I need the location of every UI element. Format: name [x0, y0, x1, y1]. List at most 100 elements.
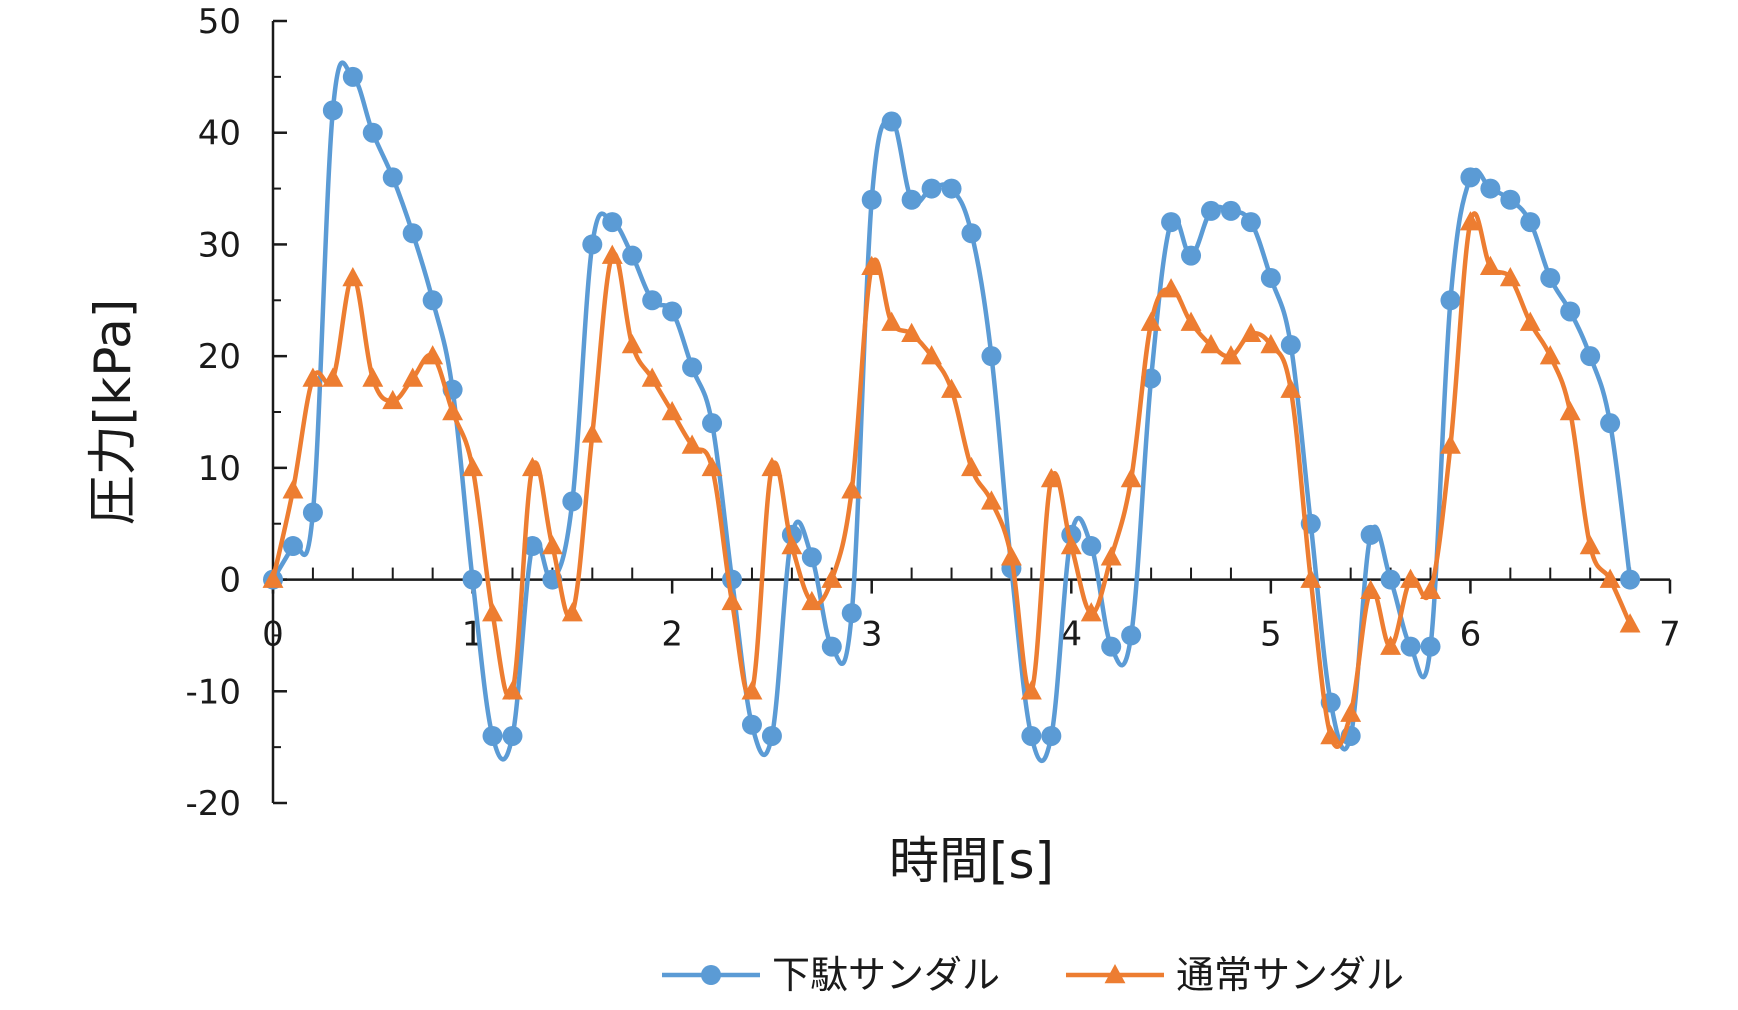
data-point — [602, 212, 623, 233]
y-tick-label: 20 — [198, 337, 241, 377]
data-point — [662, 301, 683, 322]
data-point — [1400, 636, 1421, 657]
data-point — [1360, 524, 1381, 545]
data-point — [582, 234, 603, 255]
data-point — [482, 602, 503, 622]
x-tick-label: 2 — [661, 615, 683, 655]
data-point — [1599, 568, 1621, 588]
data-point — [1100, 546, 1122, 566]
data-point — [981, 490, 1002, 510]
data-point — [362, 367, 384, 387]
data-point — [1020, 680, 1042, 700]
data-point — [801, 590, 823, 611]
data-point — [761, 456, 783, 477]
data-point — [981, 346, 1002, 367]
data-point — [402, 223, 423, 244]
data-point — [282, 536, 303, 557]
data-point — [701, 456, 723, 477]
data-point — [342, 266, 364, 287]
data-point — [1520, 212, 1541, 233]
data-point — [1499, 266, 1521, 287]
data-point — [821, 568, 843, 588]
data-point — [961, 456, 982, 477]
data-point — [801, 547, 822, 568]
data-point — [402, 367, 424, 387]
data-point — [1479, 255, 1501, 276]
series-normal — [262, 211, 1641, 749]
data-point — [1081, 536, 1102, 557]
data-point — [1579, 535, 1601, 555]
data-point — [382, 167, 403, 188]
data-point — [1300, 568, 1322, 588]
data-point — [1360, 579, 1382, 599]
data-point — [621, 333, 643, 354]
series-geta — [263, 60, 1641, 764]
data-point — [302, 502, 323, 523]
data-point — [1240, 212, 1261, 233]
data-point — [702, 413, 723, 434]
data-point — [1180, 311, 1202, 331]
data-point — [1480, 178, 1501, 199]
data-point — [1080, 602, 1102, 622]
data-point — [282, 479, 304, 499]
data-point — [322, 100, 343, 121]
x-tick-label: 0 — [262, 615, 284, 655]
data-point — [1280, 378, 1302, 398]
data-point — [522, 536, 543, 557]
data-point — [661, 401, 683, 421]
data-point — [1619, 613, 1641, 633]
data-point — [861, 189, 882, 210]
y-tick-label: 10 — [198, 449, 241, 489]
data-point — [601, 244, 623, 264]
data-point — [642, 290, 663, 311]
data-point — [1000, 546, 1022, 566]
data-point — [1380, 635, 1402, 655]
data-point — [1559, 401, 1581, 421]
data-point — [722, 569, 743, 590]
data-point — [1200, 333, 1222, 354]
data-point — [921, 345, 943, 365]
data-point — [1400, 568, 1422, 588]
legend-marker-geta — [701, 965, 721, 985]
data-point — [681, 434, 703, 454]
data-point — [422, 345, 444, 365]
y-tick-label: -10 — [185, 672, 241, 712]
y-tick-label: 30 — [198, 225, 241, 265]
data-point — [941, 378, 962, 398]
data-point — [1161, 212, 1182, 233]
data-point — [1040, 468, 1062, 488]
data-point — [342, 66, 363, 87]
legend: 下駄サンダル 通常サンダル — [662, 953, 1404, 997]
data-point — [721, 590, 743, 611]
data-point — [1120, 468, 1142, 488]
legend-item-normal: 通常サンダル — [1066, 953, 1404, 997]
legend-marker-normal — [1104, 964, 1126, 984]
data-point — [1500, 189, 1521, 210]
data-point — [322, 367, 344, 387]
legend-item-geta: 下駄サンダル — [662, 953, 1000, 997]
data-point — [1539, 345, 1561, 365]
data-point — [841, 603, 862, 624]
data-point — [1519, 311, 1541, 331]
data-point — [861, 255, 883, 276]
x-tick-label: 3 — [861, 615, 883, 655]
data-point — [682, 357, 703, 378]
data-point — [1280, 334, 1301, 355]
data-point — [1460, 167, 1481, 188]
y-tick-label: 0 — [219, 561, 241, 601]
data-point — [1060, 535, 1082, 555]
data-point — [1440, 434, 1461, 454]
x-tick-label: 7 — [1659, 615, 1681, 655]
data-point — [541, 535, 563, 555]
data-point — [781, 535, 803, 555]
data-point — [761, 725, 782, 746]
data-point — [1260, 333, 1282, 354]
y-tick-label: 40 — [198, 114, 241, 154]
data-point — [961, 223, 982, 244]
data-point — [1041, 725, 1062, 746]
data-point — [901, 322, 923, 343]
data-point — [462, 569, 483, 590]
data-point — [1459, 211, 1481, 231]
data-point — [1320, 724, 1342, 745]
data-point — [422, 290, 443, 311]
